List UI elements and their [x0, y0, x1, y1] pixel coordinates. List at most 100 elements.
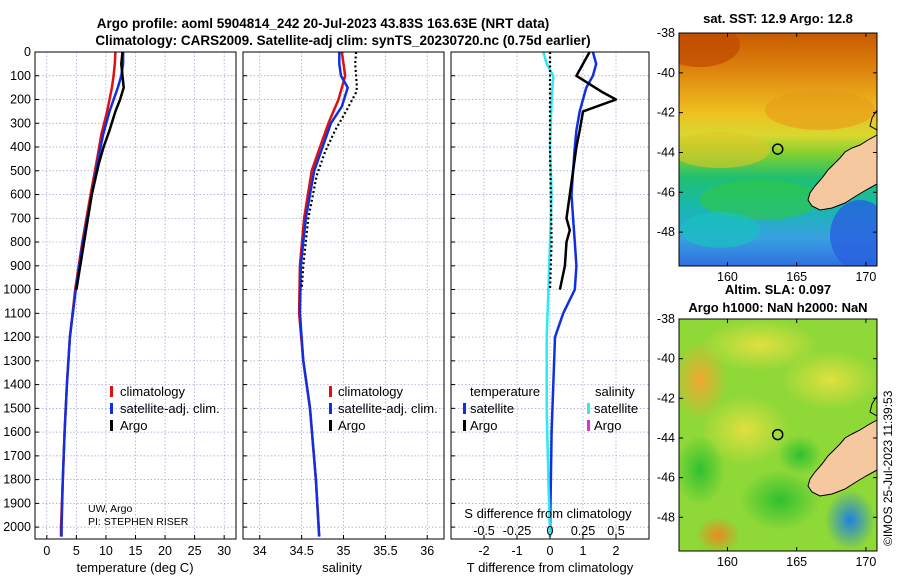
legend-header-temperature: temperature — [470, 384, 540, 399]
ytick-label: 1500 — [3, 401, 31, 415]
ytick-label: 0 — [24, 45, 31, 59]
ytick-label: 200 — [10, 93, 31, 107]
ytick-label: 400 — [10, 140, 31, 154]
legend-label-argo: Argo — [120, 418, 147, 433]
salinity-panel: 34 34.5 35 35.5 36 salinity climatology sate… — [242, 51, 445, 575]
ytick-label: 2000 — [3, 520, 31, 534]
ytick-label: 500 — [10, 164, 31, 178]
xtick-label: 170 — [855, 270, 876, 284]
series-line-argo — [300, 51, 358, 290]
credit-line-1: UW, Argo — [88, 503, 133, 515]
xtick-top-label: 0 — [547, 524, 554, 538]
ytick-label: 600 — [10, 188, 31, 202]
xtick-label: 0 — [43, 544, 50, 558]
xtick-label: 2 — [613, 544, 620, 558]
xtick-label: -1 — [511, 544, 522, 558]
legend-label-climatology: climatology — [120, 384, 186, 399]
salinity-grid — [243, 51, 444, 539]
ytick-label: -40 — [657, 66, 675, 80]
legend-swatch-climatology — [110, 386, 113, 397]
series-line-satellite-adj-clim- — [298, 52, 349, 537]
xtick-label: 35 — [337, 544, 351, 558]
xtick-top-label: 0.25 — [571, 524, 595, 538]
credit-line-2: PI: STEPHEN RISER — [88, 516, 189, 528]
legend-swatch-sal-argo — [587, 420, 590, 431]
title-line-2: Climatology: CARS2009. Satellite-adj cli… — [95, 33, 590, 48]
sla-land — [807, 419, 877, 497]
legend-label-satellite: satellite-adj. clim. — [120, 401, 220, 416]
ytick-label: 800 — [10, 235, 31, 249]
title-line-1: Argo profile: aoml 5904814_242 20-Jul-20… — [97, 16, 549, 31]
ytick-label: -44 — [657, 145, 675, 159]
sst-argo-marker — [771, 143, 784, 155]
ytick-label: 1800 — [3, 473, 31, 487]
ytick-label: -44 — [657, 431, 675, 445]
ytick-label: 300 — [10, 116, 31, 130]
legend-label-sal-argo: Argo — [594, 418, 621, 433]
sst-map-ticks: -38 -40 -42 -44 -46 -48 160 165 170 — [657, 26, 877, 284]
salinity-lines — [297, 51, 358, 537]
legend-label-satellite: satellite-adj. clim. — [338, 401, 438, 416]
legend-swatch-sal-satellite — [587, 403, 590, 414]
legend-label-sal-satellite: satellite — [594, 401, 638, 416]
xtick-label: -2 — [478, 544, 489, 558]
xtick-label: 34 — [253, 544, 267, 558]
sla-map-panel: Altim. SLA: 0.097 Argo h1000: NaN h2000:… — [657, 282, 878, 569]
legend-swatch-temp-satellite — [463, 403, 466, 414]
difference-ticks: -2 -1 0 1 2 -0.5 -0.25 0 0.25 0.5 — [451, 51, 625, 558]
ytick-label: 900 — [10, 259, 31, 273]
xtick-label: 160 — [717, 555, 738, 569]
sla-map-title: Altim. SLA: 0.097 — [725, 282, 831, 297]
xtick-label: 36 — [420, 544, 434, 558]
sst-map-title: sat. SST: 12.9 Argo: 12.8 — [703, 11, 853, 26]
salinity-legend: climatology satellite-adj. clim. Argo — [329, 384, 438, 433]
sst-map-panel: sat. SST: 12.9 Argo: 12.8 -38 -40 -42 -44 -4… — [657, 11, 878, 284]
xtick-label: 160 — [717, 270, 738, 284]
legend-swatch-climatology — [329, 386, 332, 397]
ytick-label: 1400 — [3, 378, 31, 392]
xtick-label: 10 — [99, 544, 113, 558]
sla-map-title2: Argo h1000: NaN h2000: NaN — [688, 300, 867, 315]
ytick-label: -46 — [657, 185, 675, 199]
xtick-label: 25 — [188, 544, 202, 558]
ytick-label: 1200 — [3, 330, 31, 344]
legend-label-argo: Argo — [338, 418, 365, 433]
xtick-label: 1 — [580, 544, 587, 558]
xtick-label: 30 — [217, 544, 231, 558]
xtick-top-label: -0.25 — [503, 524, 532, 538]
series-line-salinity-satellite — [542, 51, 555, 537]
legend-label-temp-argo: Argo — [470, 418, 497, 433]
difference-lines — [542, 51, 618, 537]
series-line-temperature-argo — [558, 51, 618, 290]
ytick-label: -48 — [657, 225, 675, 239]
ytick-label: 1100 — [4, 306, 31, 320]
ytick-label: 100 — [10, 69, 31, 83]
legend-swatch-satellite — [110, 403, 113, 414]
salinity-xlabel: salinity — [322, 560, 362, 575]
legend-swatch-argo — [329, 420, 332, 431]
imos-watermark: ©IMOS 25-Jul-2023 11:39:53 — [881, 390, 895, 546]
sla-map-ticks: -38 -40 -42 -44 -46 -48 160 165 170 — [657, 312, 877, 569]
temperature-ticks: 0100200300400500600700800900100011001200… — [3, 45, 231, 558]
xtick-label: 170 — [855, 555, 876, 569]
ytick-label: 1600 — [3, 425, 31, 439]
xtick-label: 0 — [547, 544, 554, 558]
series-line-satellite-adj-clim- — [60, 52, 125, 537]
xtick-label: 35.5 — [373, 544, 397, 558]
xtick-top-label: -0.5 — [473, 524, 495, 538]
xtick-label: 20 — [158, 544, 172, 558]
ytick-label: -38 — [657, 26, 675, 40]
xtick-label: 165 — [786, 270, 807, 284]
ytick-label: 1900 — [3, 496, 31, 510]
temperature-lines — [59, 51, 125, 537]
ytick-label: -42 — [657, 391, 675, 405]
sla-map-image — [679, 319, 877, 551]
legend-swatch-temp-argo — [463, 420, 466, 431]
sst-land — [807, 134, 877, 211]
series-line-climatology — [59, 51, 117, 537]
difference-xlabel-top: S difference from climatology — [464, 506, 632, 521]
temperature-grid — [35, 51, 236, 539]
temperature-xlabel: temperature (deg C) — [76, 560, 193, 575]
xtick-label: 5 — [73, 544, 80, 558]
